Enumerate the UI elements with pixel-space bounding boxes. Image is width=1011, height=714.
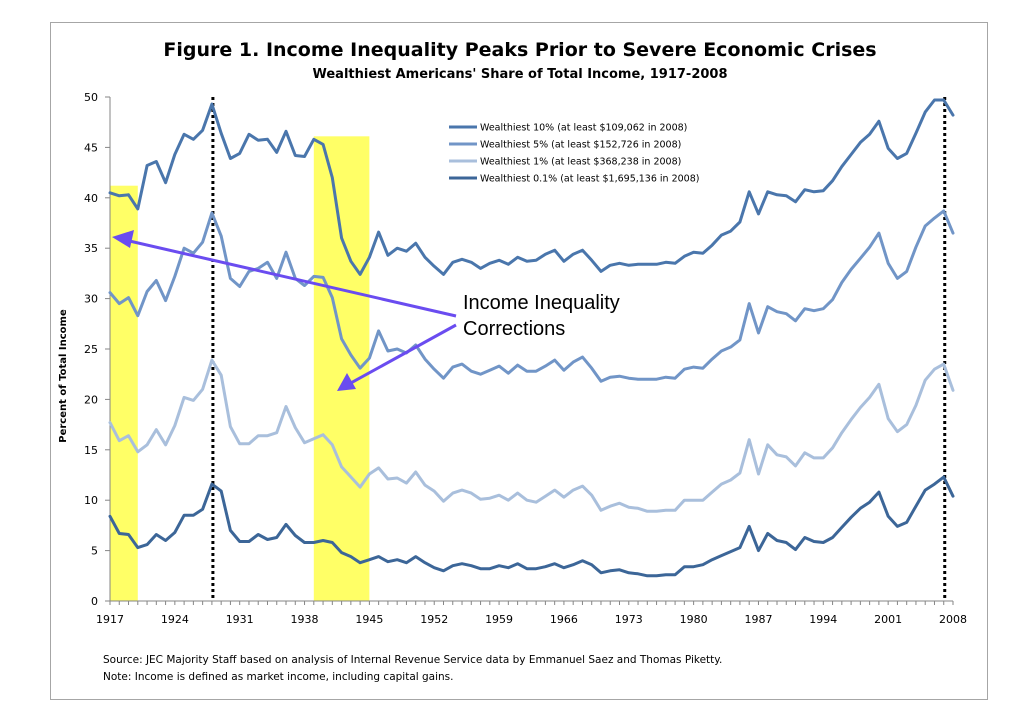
x-tick-label: 1987 bbox=[744, 613, 772, 626]
x-tick-label: 1966 bbox=[550, 613, 578, 626]
annotation-line-1: Income Inequality bbox=[463, 292, 620, 314]
x-tick-label: 2001 bbox=[874, 613, 902, 626]
chart-subtitle: Wealthiest Americans' Share of Total Inc… bbox=[312, 67, 728, 82]
highlight-bands bbox=[110, 136, 370, 602]
annotation-arrows bbox=[112, 230, 457, 391]
y-tick-label: 0 bbox=[91, 595, 98, 608]
source-note: Source: JEC Majority Staff based on anal… bbox=[103, 654, 723, 666]
arrow-line bbox=[124, 238, 457, 318]
series-line bbox=[108, 209, 955, 383]
series-line bbox=[108, 358, 955, 513]
x-tick-label: 1945 bbox=[355, 613, 383, 626]
arrow-head bbox=[337, 373, 356, 391]
annotation-line-2: Corrections bbox=[463, 318, 565, 340]
highlight-band bbox=[110, 185, 138, 602]
x-tick-label: 1952 bbox=[420, 613, 448, 626]
x-tick-label: 1973 bbox=[615, 613, 643, 626]
series-line bbox=[108, 98, 955, 276]
series-line bbox=[108, 475, 955, 578]
footnote: Note: Income is defined as market income… bbox=[103, 671, 454, 683]
line-chart: 0 5 10 15 20 25 30 35 40 45 50 1917 1924 1931 1938 194… bbox=[58, 91, 967, 626]
x-tick-label: 1980 bbox=[680, 613, 708, 626]
x-tick-label: 1994 bbox=[809, 613, 837, 626]
y-tick-label: 35 bbox=[84, 242, 98, 255]
arrow-head bbox=[112, 230, 134, 248]
y-axis: 0 5 10 15 20 25 30 35 40 45 50 bbox=[84, 91, 111, 608]
y-tick-label: 25 bbox=[84, 343, 98, 356]
y-tick-label: 50 bbox=[84, 91, 98, 104]
y-tick-label: 15 bbox=[84, 444, 98, 457]
y-tick-label: 45 bbox=[84, 141, 98, 154]
legend-label: Wealthiest 5% (at least $152,726 in 2008… bbox=[480, 140, 681, 151]
y-tick-label: 30 bbox=[84, 293, 98, 306]
x-tick-label: 1959 bbox=[485, 613, 513, 626]
peak-lines bbox=[211, 97, 947, 601]
y-tick-label: 20 bbox=[84, 393, 98, 406]
legend-label: Wealthiest 1% (at least $368,238 in 2008… bbox=[480, 157, 681, 168]
arrow-line bbox=[348, 323, 457, 386]
legend-label: Wealthiest 10% (at least $109,062 in 200… bbox=[480, 123, 687, 134]
chart-title: Figure 1. Income Inequality Peaks Prior … bbox=[163, 39, 877, 61]
legend: Wealthiest 10% (at least $109,062 in 200… bbox=[449, 123, 699, 185]
x-tick-label: 1924 bbox=[161, 613, 189, 626]
x-tick-label: 2008 bbox=[939, 613, 967, 626]
y-tick-label: 40 bbox=[84, 192, 98, 205]
y-axis-label: Percent of Total Income bbox=[58, 309, 69, 443]
x-tick-label: 1917 bbox=[96, 613, 124, 626]
chart-frame: 0 5 10 15 20 25 30 35 40 45 50 1917 1924 1931 1938 194… bbox=[50, 22, 988, 700]
legend-label: Wealthiest 0.1% (at least $1,695,136 in … bbox=[480, 174, 699, 185]
series-lines bbox=[108, 98, 955, 578]
y-tick-label: 5 bbox=[91, 545, 98, 558]
x-tick-label: 1931 bbox=[226, 613, 254, 626]
y-tick-label: 10 bbox=[84, 494, 98, 507]
x-axis: 1917 1924 1931 1938 1945 1952 1959 1966 1973 1980… bbox=[96, 600, 967, 626]
x-tick-label: 1938 bbox=[291, 613, 319, 626]
